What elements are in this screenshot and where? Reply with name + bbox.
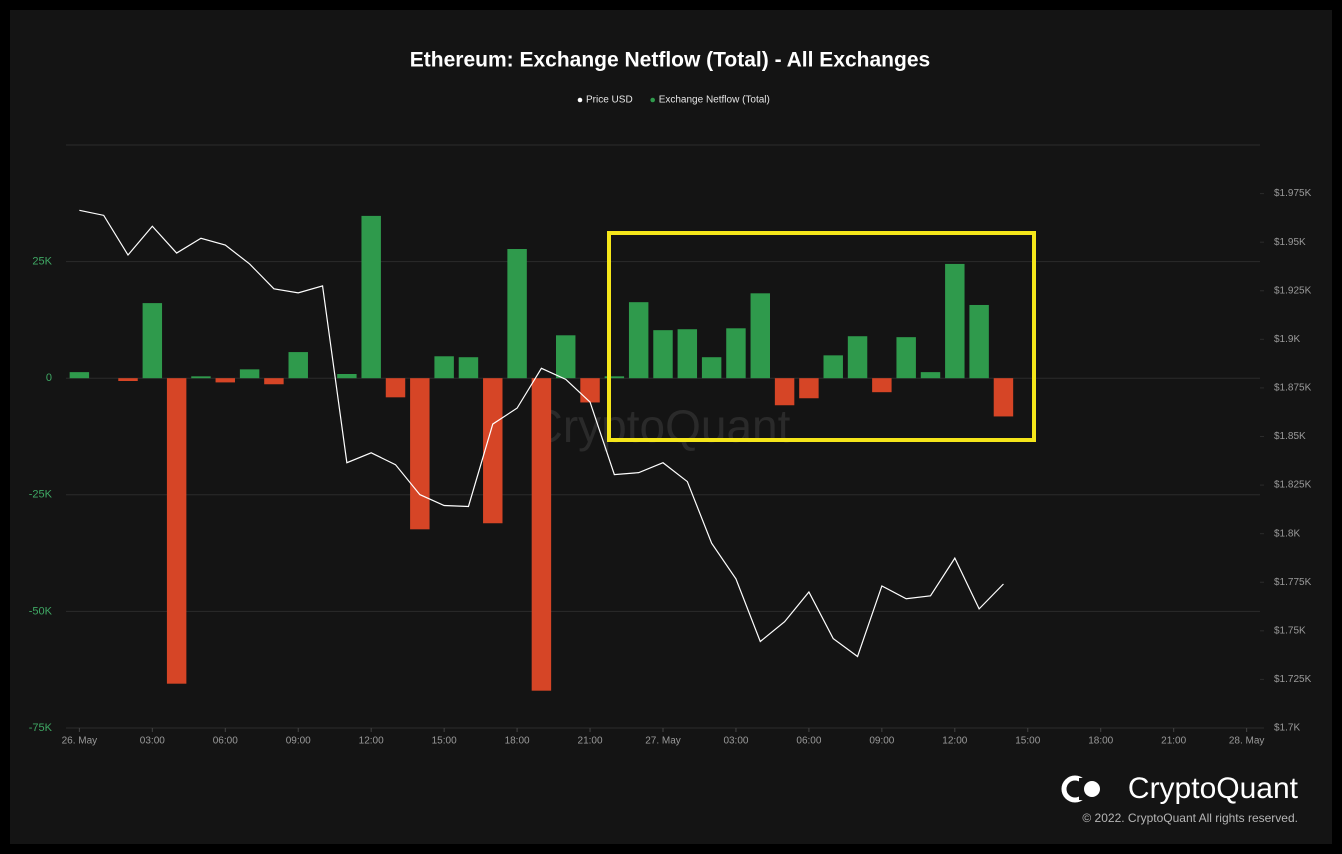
copyright: © 2022. CryptoQuant All rights reserved.: [1082, 811, 1298, 825]
bar: [993, 378, 1014, 417]
bar: [507, 249, 527, 379]
bar: [653, 330, 673, 379]
bar: [945, 263, 965, 379]
legend: Price USD Exchange Netflow (Total): [577, 95, 770, 106]
highlight-box: [607, 231, 1036, 442]
watermark: CryptoQuant: [530, 400, 791, 452]
bar: [239, 369, 260, 379]
legend-label: Exchange Netflow (Total): [659, 95, 770, 106]
legend-label: Price USD: [586, 95, 633, 106]
y2-tick-label: $1.725K: [1274, 674, 1312, 685]
x-tick-label: 03:00: [723, 736, 748, 747]
bar: [799, 378, 819, 399]
logo-dot: [1084, 781, 1100, 797]
bar: [896, 337, 916, 379]
bar: [385, 378, 406, 398]
bar: [969, 304, 989, 379]
bar: [69, 372, 90, 379]
y-tick-label: 25K: [32, 256, 52, 268]
legend-marker: [577, 97, 583, 103]
x-tick-label: 15:00: [432, 736, 457, 747]
panel: [10, 10, 1332, 844]
bar: [726, 328, 746, 379]
bar: [604, 376, 625, 379]
x-tick-label: 18:00: [1088, 736, 1113, 747]
plot: 25K 0 -25K -50K -75K $1.975K $1.95K $1.925K $1.9…: [29, 144, 1312, 747]
chart-title: Ethereum: Exchange Netflow (Total) - All…: [410, 49, 930, 72]
bar: [920, 372, 941, 379]
y2-tick-label: $1.925K: [1274, 285, 1312, 296]
bar: [483, 378, 503, 524]
y2-tick-label: $1.875K: [1274, 383, 1312, 394]
x-tick-label: 03:00: [140, 736, 165, 747]
x-tick-label: 26. May: [62, 736, 98, 747]
bar: [531, 378, 552, 691]
y-tick-label: 0: [46, 372, 52, 384]
bar: [288, 352, 308, 379]
x-tick-label: 15:00: [1015, 736, 1040, 747]
bar: [166, 378, 187, 684]
y2-tick-label: $1.9K: [1274, 334, 1300, 345]
brand: CryptoQuant: [1128, 772, 1299, 805]
y-tick-label: -75K: [29, 722, 53, 734]
bar: [191, 376, 211, 379]
logo-cut: [1079, 778, 1087, 800]
logo: [1061, 775, 1100, 803]
y2-tick-label: $1.775K: [1274, 577, 1312, 588]
bar: [458, 357, 479, 379]
bar: [264, 378, 284, 385]
bar: [628, 302, 649, 379]
bar: [847, 336, 868, 379]
bar: [142, 303, 163, 379]
bar: [750, 293, 770, 379]
y2-tick-label: $1.975K: [1274, 188, 1312, 199]
y2-tick-label: $1.825K: [1274, 480, 1312, 491]
x-tick-label: 06:00: [213, 736, 238, 747]
x-tick-label: 27. May: [645, 736, 681, 747]
bar: [701, 357, 722, 379]
bar: [872, 378, 892, 393]
y2-tick-label: $1.95K: [1274, 237, 1306, 248]
bar: [774, 378, 795, 406]
bar: [823, 355, 843, 379]
bar: [118, 378, 138, 381]
bar: [410, 378, 430, 530]
y-tick-label: -25K: [29, 489, 53, 501]
x-tick-label: 28. May: [1229, 736, 1265, 747]
bar: [580, 378, 600, 403]
y-tick-label: -50K: [29, 605, 53, 617]
x-tick-label: 09:00: [286, 736, 311, 747]
bar: [434, 356, 454, 379]
x-tick-label: 09:00: [869, 736, 894, 747]
bar: [337, 374, 357, 379]
legend-marker: [650, 97, 655, 103]
bar: [215, 378, 236, 383]
bar: [677, 329, 698, 379]
x-tick-label: 06:00: [796, 736, 821, 747]
y2-tick-label: $1.8K: [1274, 528, 1300, 539]
y2-tick-label: $1.85K: [1274, 431, 1306, 442]
bar: [361, 215, 381, 379]
y2-tick-label: $1.7K: [1274, 723, 1300, 734]
x-tick-label: 18:00: [505, 736, 530, 747]
x-tick-label: 21:00: [1161, 736, 1186, 747]
bar: [556, 335, 576, 379]
x-tick-label: 12:00: [359, 736, 384, 747]
x-tick-label: 12:00: [942, 736, 967, 747]
y2-tick-label: $1.75K: [1274, 625, 1306, 636]
x-tick-label: 21:00: [578, 736, 603, 747]
price-line: [79, 209, 1004, 658]
